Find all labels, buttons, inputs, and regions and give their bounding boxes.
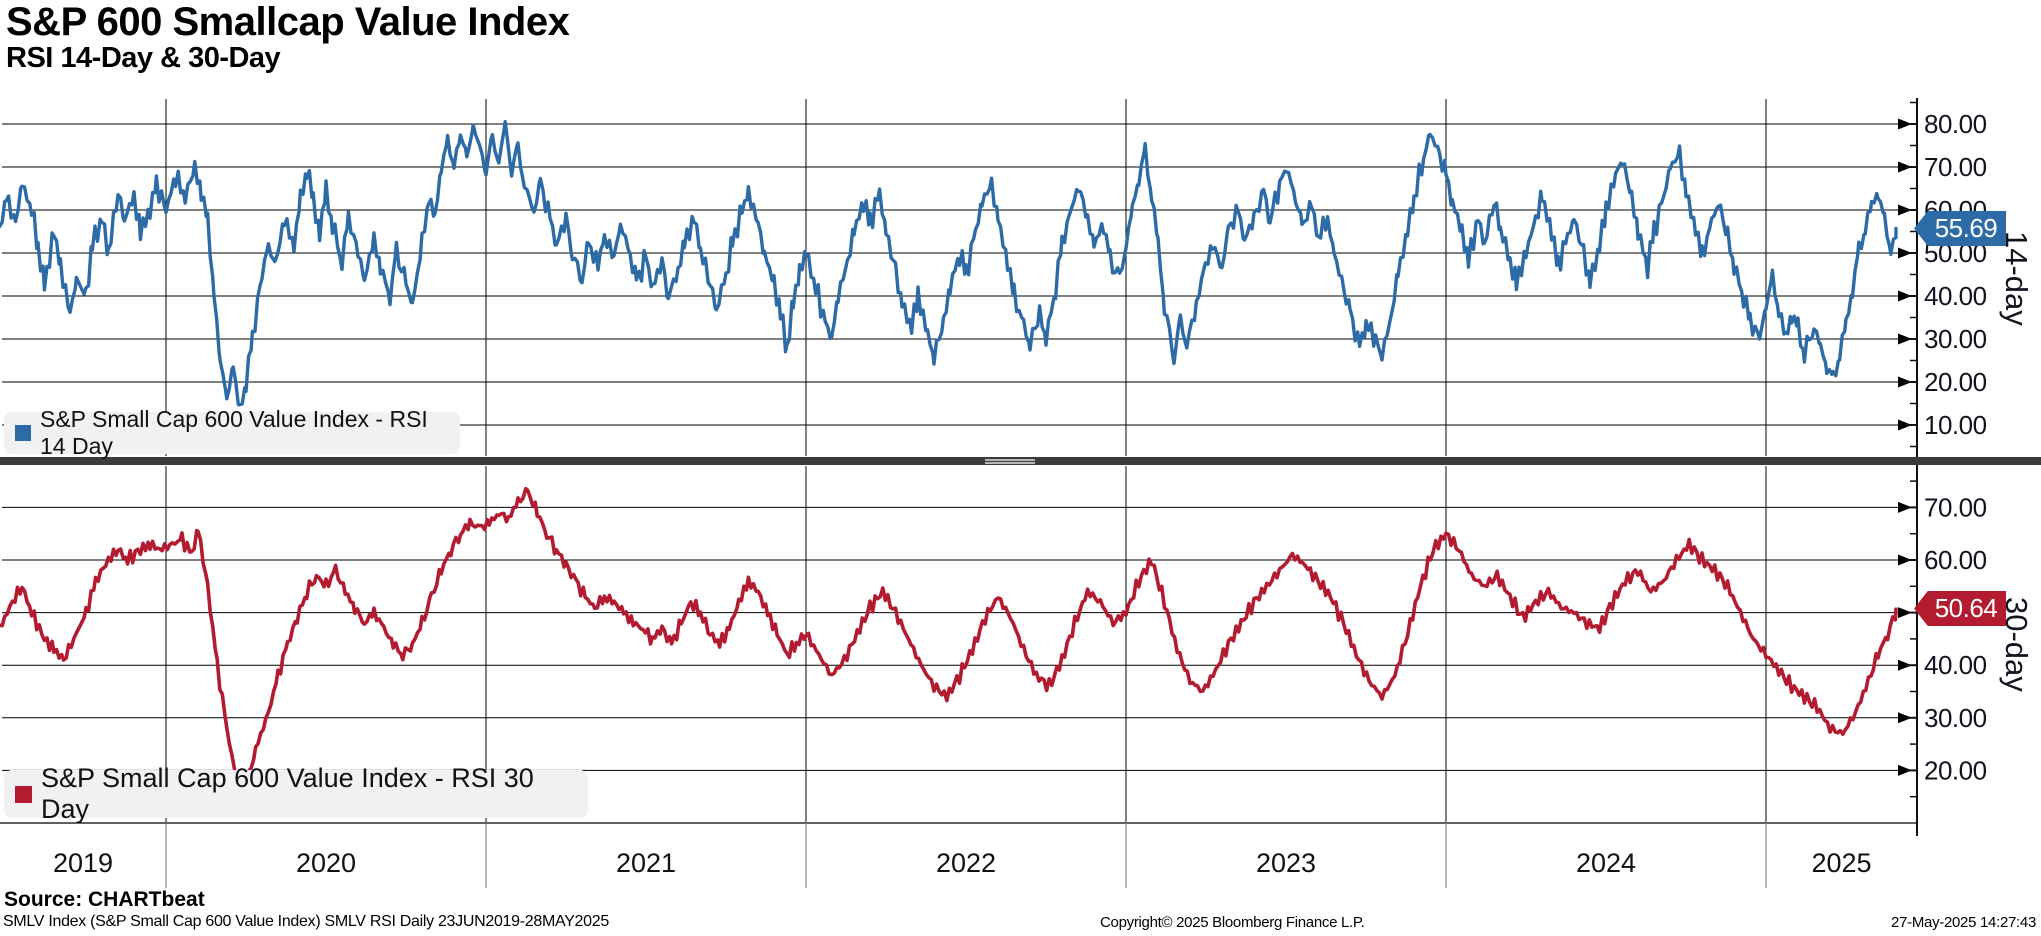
- y-tick-label: 80.00: [1924, 109, 1987, 139]
- panel-divider-handle[interactable]: [985, 459, 1035, 464]
- y-tick-label: 20.00: [1924, 367, 1987, 397]
- x-year-label: 2025: [1811, 848, 1871, 878]
- y-tick-label: 30.00: [1924, 703, 1987, 733]
- rsi14-legend-label: S&P Small Cap 600 Value Index - RSI 14 D…: [40, 406, 428, 459]
- y-tick-label: 40.00: [1924, 650, 1987, 680]
- rsi14-legend-swatch: [15, 425, 31, 441]
- copyright-notice: Copyright© 2025 Bloomberg Finance L.P.: [1100, 914, 1365, 931]
- rsi30-legend-label: S&P Small Cap 600 Value Index - RSI 30 D…: [41, 763, 534, 824]
- rsi14-line: [0, 120, 1898, 407]
- y-tick-label: 60.00: [1924, 545, 1987, 575]
- x-year-label: 2021: [616, 848, 676, 878]
- x-year-label: 2024: [1576, 848, 1636, 878]
- rsi30-axis-title: 30-day: [1999, 597, 2034, 692]
- rsi14-axis-title: 14-day: [1999, 231, 2034, 326]
- y-tick-label: 40.00: [1924, 281, 1987, 311]
- y-tick-label: 70.00: [1924, 152, 1987, 182]
- legend-rsi30[interactable]: S&P Small Cap 600 Value Index - RSI 30 D…: [4, 763, 588, 824]
- page-subtitle: RSI 14-Day & 30-Day: [6, 42, 281, 74]
- rsi30-legend-swatch: [15, 785, 32, 803]
- source-label: Source: CHARTbeat: [4, 888, 205, 911]
- y-tick-label: 70.00: [1924, 492, 1987, 522]
- timestamp: 27-May-2025 14:27:43: [1891, 914, 2036, 931]
- rsi30-line: [0, 486, 1898, 794]
- x-year-label: 2023: [1256, 848, 1316, 878]
- x-year-label: 2020: [296, 848, 356, 878]
- y-tick-label: 30.00: [1924, 324, 1987, 354]
- rsi30-last-value-badge: 50.64: [1914, 591, 2006, 626]
- x-year-label: 2019: [53, 848, 113, 878]
- chart-description: SMLV Index (S&P Small Cap 600 Value Inde…: [3, 913, 609, 930]
- y-tick-label: 20.00: [1924, 755, 1987, 785]
- x-year-label: 2022: [936, 848, 996, 878]
- legend-rsi14[interactable]: S&P Small Cap 600 Value Index - RSI 14 D…: [4, 406, 460, 459]
- page-title: S&P 600 Smallcap Value Index: [6, 0, 570, 44]
- rsi14-last-value-badge: 55.69: [1914, 211, 2006, 246]
- y-tick-label: 10.00: [1924, 410, 1987, 440]
